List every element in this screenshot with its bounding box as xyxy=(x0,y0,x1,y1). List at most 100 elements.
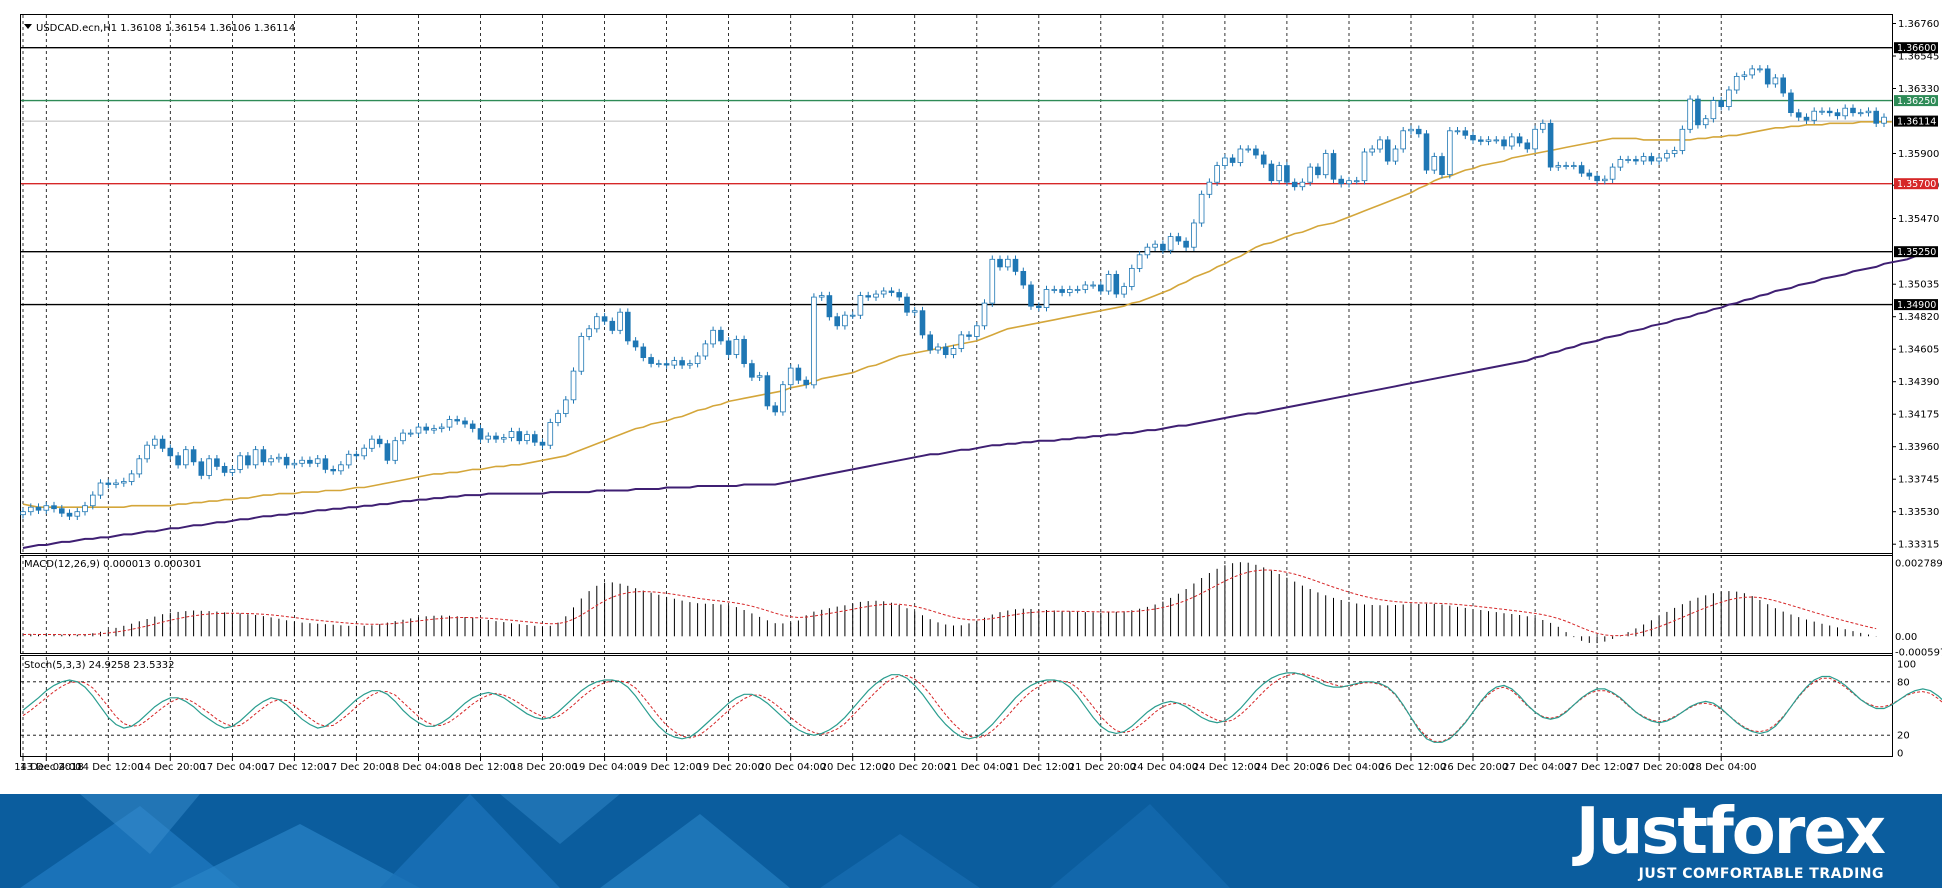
candle xyxy=(1191,219,1197,251)
candle xyxy=(1772,74,1779,88)
candle xyxy=(1726,86,1732,111)
candle xyxy=(330,465,336,475)
candle xyxy=(1648,152,1655,165)
candle xyxy=(594,312,600,333)
candle xyxy=(113,479,119,489)
current-price-tag-bg xyxy=(1894,115,1938,127)
candle xyxy=(1540,119,1546,134)
candle xyxy=(1780,74,1787,97)
candle xyxy=(1857,108,1864,117)
candle xyxy=(159,435,166,452)
candle xyxy=(206,455,212,480)
candle xyxy=(1679,125,1686,155)
stoch-levels xyxy=(21,681,1892,736)
candle xyxy=(609,317,616,335)
candle xyxy=(345,450,352,469)
candle xyxy=(1485,136,1492,146)
time-tick-label: 20 Dec 20:00 xyxy=(883,762,950,773)
candle xyxy=(438,423,445,433)
candle xyxy=(904,293,910,316)
candle xyxy=(1160,240,1166,254)
candles xyxy=(20,65,1887,520)
brand-tagline: JUST COMFORTABLE TRADING xyxy=(1638,866,1884,882)
candle xyxy=(1516,133,1523,147)
candle xyxy=(1563,161,1569,170)
candle xyxy=(384,439,391,465)
level-tag-label: 1.36250 xyxy=(1897,96,1936,107)
level-tags: 1.36600 1.36250 1.35700 1.35250 1.34900 1.361… xyxy=(1894,42,1938,311)
candle xyxy=(741,335,747,368)
candle xyxy=(563,396,569,418)
time-tick-label: 24 Dec 04:00 xyxy=(1131,762,1198,773)
time-tick-label: 14 Dec 20:00 xyxy=(138,762,205,773)
macd-axis: 0.002789 0.00 -0.000597 xyxy=(1895,559,1942,659)
candle xyxy=(1183,237,1189,251)
price-tick-label: 1.34605 xyxy=(1898,345,1939,356)
time-tick-label: 13 Dec 2018 xyxy=(20,762,84,773)
candle xyxy=(733,335,740,359)
candle xyxy=(469,420,476,433)
candle xyxy=(1578,161,1585,177)
candle xyxy=(376,435,383,448)
price-tick-label: 1.35035 xyxy=(1898,280,1939,291)
time-tick-label: 27 Dec 20:00 xyxy=(1627,762,1694,773)
candle xyxy=(756,371,763,381)
candle xyxy=(1020,267,1027,289)
candle xyxy=(485,432,491,443)
level-tag-bg xyxy=(1894,299,1938,311)
candle xyxy=(966,331,972,341)
candle xyxy=(74,507,81,520)
candle xyxy=(632,337,639,351)
candle xyxy=(1873,107,1880,127)
candle xyxy=(1633,155,1639,165)
candle xyxy=(1237,145,1244,167)
time-tick-label: 24 Dec 20:00 xyxy=(1255,762,1322,773)
stoch-tick-label: 80 xyxy=(1897,677,1910,688)
candle xyxy=(454,415,460,425)
macd-tick-label: 0.00 xyxy=(1895,632,1917,643)
candle xyxy=(1005,255,1011,271)
candle xyxy=(1074,285,1081,294)
candle xyxy=(1524,139,1531,153)
banner-decoration xyxy=(20,794,1230,888)
candle xyxy=(1113,270,1120,298)
candle xyxy=(1757,65,1763,73)
candle xyxy=(1803,113,1810,124)
candle xyxy=(43,501,50,514)
stoch-tick-label: 100 xyxy=(1897,660,1916,671)
collapse-triangle-icon[interactable] xyxy=(24,24,32,29)
time-tick-label: 18 Dec 04:00 xyxy=(387,762,454,773)
candle xyxy=(27,503,34,516)
candle xyxy=(974,322,980,341)
time-tick-label: 19 Dec 12:00 xyxy=(635,762,702,773)
candle xyxy=(1260,151,1267,168)
candle xyxy=(1067,285,1073,297)
candle xyxy=(1268,160,1275,185)
stoch-main-line xyxy=(22,672,1942,743)
candle xyxy=(849,311,856,319)
candle xyxy=(307,456,313,468)
candle xyxy=(1175,232,1182,245)
candle xyxy=(617,308,623,335)
candle xyxy=(128,470,135,486)
time-tick-label: 21 Dec 12:00 xyxy=(1007,762,1074,773)
candle xyxy=(950,344,957,359)
candle xyxy=(175,452,181,469)
candle xyxy=(1129,264,1135,291)
candle xyxy=(1881,113,1887,127)
candle xyxy=(1198,190,1205,227)
stoch-tick-label: 0 xyxy=(1897,749,1903,760)
candle xyxy=(1036,302,1042,312)
candle xyxy=(834,312,840,330)
candle xyxy=(710,326,716,348)
candle xyxy=(911,306,918,316)
candle xyxy=(1718,96,1725,111)
candle xyxy=(1291,178,1298,191)
candle xyxy=(407,429,414,437)
candle xyxy=(725,337,732,359)
candle xyxy=(516,427,523,445)
candle xyxy=(1361,148,1368,185)
candle xyxy=(1384,136,1391,165)
candle xyxy=(214,455,220,471)
trading-chart: 1.367601.365451.363301.359001.356901.354… xyxy=(14,14,1942,773)
